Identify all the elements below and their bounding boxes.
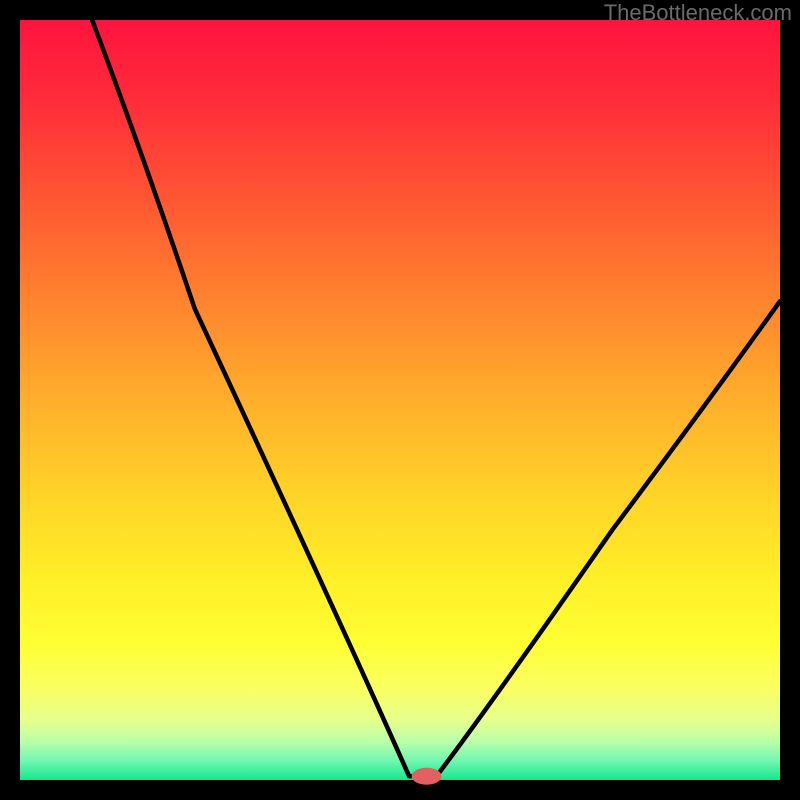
stage: TheBottleneck.com xyxy=(0,0,800,800)
optimum-marker xyxy=(412,768,442,785)
chart-svg xyxy=(0,0,800,800)
